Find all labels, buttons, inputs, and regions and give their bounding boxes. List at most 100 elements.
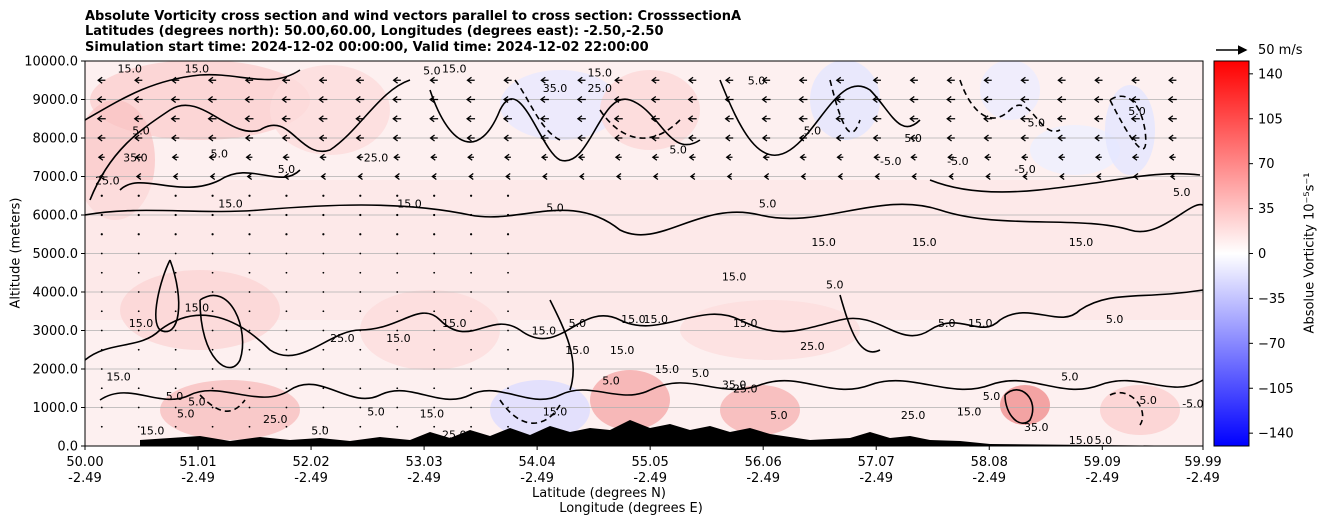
wind-vector [799,153,807,161]
colorbar-tick-label: −70 [1258,337,1285,352]
wind-vector [1094,76,1103,84]
wind-vector [100,213,103,217]
wind-vector [396,425,399,428]
colorbar-tick-label: 70 [1258,157,1275,172]
y-tick-label: 6000.0 [33,209,79,224]
wind-vector [396,310,399,313]
wind-vector [1020,76,1029,84]
wind-vector [470,425,472,428]
wind-vector [248,348,251,351]
wind-vector [355,95,365,104]
wind-vector [800,172,807,181]
wind-vector [174,291,177,293]
colorbar-tick-label: 35 [1258,202,1275,217]
contour-label: 35.0 [543,82,568,95]
wind-vector [909,76,918,84]
wind-vector [1132,172,1139,181]
wind-vector [540,76,549,84]
wind-vector [724,134,734,142]
wind-vector [507,348,509,351]
wind-vector [396,213,399,217]
wind-vector [433,310,436,313]
wind-vector [248,425,251,428]
wind-vector [135,172,142,181]
wind-vector [433,425,436,428]
y-gridlines [85,61,1203,446]
wind-vector [396,233,399,236]
wind-vector [207,95,217,104]
wind-vector [466,134,475,142]
x-tick-label-lon: -2.49 [1186,471,1220,486]
wind-vector [433,291,436,293]
wind-vector [911,172,917,181]
wind-vector [211,291,214,293]
wind-vector [355,115,365,123]
wind-vector [761,134,771,142]
wind-vector [763,172,770,181]
wind-vector [285,368,288,370]
wind-vector [322,425,325,428]
wind-vector [134,153,142,161]
y-tick-label: 0.0 [57,440,78,455]
x-tick-label-lat: 56.06 [745,455,782,470]
wind-vector [835,76,845,84]
wind-vector [429,76,438,84]
contour-label: 5.0 [938,317,956,330]
wind-vector [430,153,438,161]
wind-vector [170,134,180,142]
contour-label: 15.0 [185,63,210,76]
wind-vector [798,95,808,104]
wind-vector [651,153,659,161]
wind-vector [211,425,214,428]
wind-vector [211,310,214,313]
wind-vector [137,406,140,409]
contour-label: 15.0 [733,317,758,330]
wind-vector [983,115,993,123]
x-tick-label-lat: 57.07 [858,455,895,470]
colorbar-tick-label: −105 [1258,382,1294,397]
wind-vector [540,153,548,161]
wind-vector [285,291,288,293]
wind-vector [507,368,509,370]
wind-vector [469,213,473,217]
wind-vector [983,134,992,142]
wind-vector [396,252,399,255]
wind-vector [1059,172,1065,181]
wind-vector [761,115,771,123]
contour-label: 25.0 [733,382,758,395]
wind-vector [322,291,325,293]
wind-vector [689,172,696,181]
wind-vector [1057,76,1066,84]
wind-vector [318,76,327,84]
wind-vector [207,115,217,123]
wind-vector [909,95,919,104]
wind-vector [761,76,771,84]
wind-vector [1131,76,1140,84]
wind-vector [359,233,362,236]
contour-label: 15.0 [655,363,680,376]
wind-vector [577,76,586,84]
wind-vector [137,233,140,236]
colorbar-tick-label: 105 [1258,112,1283,127]
wind-vector [1020,115,1030,123]
contour-label: -5.0 [880,155,901,168]
wind-vector [100,348,103,351]
wind-vector [909,115,919,123]
wind-vector [429,134,438,142]
wind-vector [322,368,325,370]
contour-label: 15.0 [621,313,646,326]
wind-vector [322,252,325,255]
y-tick-label: 8000.0 [33,132,79,147]
contour-label: 15.0 [1069,236,1094,249]
wind-vector [281,95,291,104]
wind-vector [687,76,697,84]
colorbar-label: Absolue Vorticity 10⁻⁵s⁻¹ [1302,172,1318,334]
wind-vector [502,95,512,104]
contour-label: 5.0 [278,163,296,176]
wind-vector [244,95,254,104]
wind-vector [577,153,585,161]
wind-vector [100,387,103,390]
wind-vector [1093,95,1103,104]
contour-label: 15.0 [140,425,165,438]
wind-vector [248,368,251,370]
